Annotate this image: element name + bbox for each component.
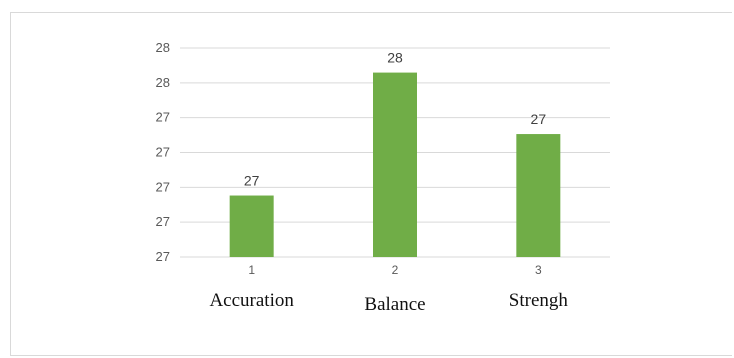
y-tick-label: 27 <box>156 214 170 229</box>
x-tick-label: 3 <box>535 263 542 277</box>
data-label: 27 <box>244 173 260 189</box>
category-name: Accuration <box>209 290 294 311</box>
x-tick-label: 1 <box>248 263 255 277</box>
data-label: 28 <box>387 50 403 66</box>
category-name: Strengh <box>509 290 569 311</box>
bar-balance <box>373 72 417 258</box>
y-tick-label: 27 <box>156 145 170 160</box>
y-tick-label: 27 <box>156 110 170 125</box>
bar-strengh <box>516 134 561 257</box>
category-name: Balance <box>364 294 425 315</box>
x-axis-categories: 1 Accuration 2 Balance 3 Strengh <box>209 263 568 315</box>
bars <box>229 72 561 258</box>
y-tick-label: 27 <box>156 249 170 264</box>
data-label: 27 <box>531 111 547 127</box>
y-tick-label: 28 <box>156 75 170 90</box>
y-tick-label: 27 <box>156 179 170 194</box>
x-tick-label: 2 <box>392 263 399 277</box>
chart-frame <box>10 12 732 356</box>
y-tick-label: 28 <box>156 40 170 55</box>
y-axis-tick-labels: 27 27 27 27 27 28 28 <box>156 40 170 264</box>
data-labels: 27 28 27 <box>244 50 546 189</box>
bar-accuration <box>229 195 274 257</box>
